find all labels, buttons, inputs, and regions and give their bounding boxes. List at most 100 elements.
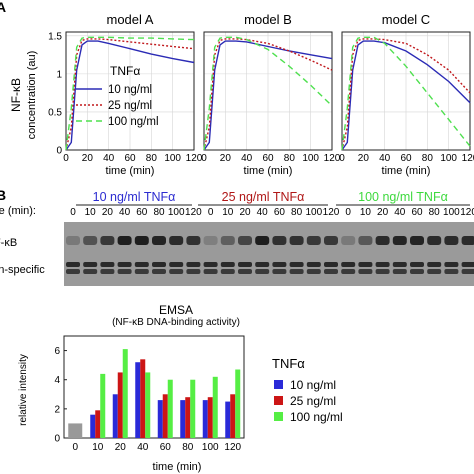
gel-lane-time: 100 (168, 207, 185, 218)
bar-y-axis-label: relative intensity (18, 354, 29, 426)
x-axis-label: time (min) (106, 165, 155, 177)
gel-band-nfkb (100, 236, 115, 245)
bar-legend-swatch (274, 396, 283, 405)
bar-25-ng-ml (230, 394, 236, 438)
series-line-100-ng-ml (65, 36, 195, 151)
bar-baseline (68, 423, 83, 438)
gel-band-nfkb (186, 236, 201, 245)
gel-band-nonspecific (83, 262, 98, 267)
gel-band-nonspecific (238, 262, 252, 267)
gel-band-nonspecific (134, 262, 149, 267)
x-tick-label: 40 (103, 153, 115, 164)
gel-band-nonspecific (358, 269, 373, 274)
gel-lane-time: 80 (429, 207, 441, 218)
y-tick-label: 0.5 (48, 107, 62, 118)
gel-band-nonspecific (169, 262, 184, 267)
bar-10-ng-ml (180, 400, 186, 438)
gel-band-nonspecific (306, 262, 321, 267)
gel-band-nfkb (83, 236, 98, 245)
bar-x-tick-label: 0 (72, 442, 78, 453)
gel-band-nonspecific (272, 262, 287, 267)
gel-panel: 10 ng/ml TNFα 25 ng/ml TNFα 100 ng/ml TNFα… (0, 190, 474, 286)
gel-lane-time: 80 (153, 207, 165, 218)
bar-x-tick-label: 20 (115, 442, 127, 453)
gel-band-nonspecific (117, 269, 132, 274)
gel-band-nonspecific (444, 262, 459, 267)
gel-band-nonspecific (100, 262, 115, 267)
bar-legend-label: 25 ng/ml (290, 394, 336, 408)
x-tick-label: 100 (164, 153, 181, 164)
bar-chart-subtitle: (NF-κB DNA-binding activity) (112, 317, 240, 328)
bar-chart-title: EMSA (159, 303, 193, 317)
bar-100-ng-ml (190, 379, 196, 438)
x-tick-label: 0 (339, 153, 345, 164)
gel-lane-time: 120 (185, 207, 202, 218)
gel-lane-time: 100 (305, 207, 322, 218)
x-tick-label: 100 (302, 153, 319, 164)
line-panel-frame (65, 31, 195, 151)
gel-band-nfkb (427, 236, 442, 245)
x-tick-label: 80 (146, 153, 158, 164)
gel-band-nfkb (289, 236, 304, 245)
gel-image (64, 222, 474, 286)
gel-band-nonspecific (203, 262, 218, 267)
bar-100-ng-ml (145, 372, 151, 438)
bar-chart-emsa: EMSA (NF-κB DNA-binding activity) relati… (18, 303, 343, 473)
gel-band-nonspecific (186, 269, 201, 274)
gel-band-nonspecific (324, 262, 338, 267)
bar-100-ng-ml (167, 379, 173, 438)
bar-x-tick-label: 10 (92, 442, 104, 453)
gel-lane-time: 10 (85, 207, 97, 218)
gel-band-nonspecific (203, 269, 218, 274)
bar-25-ng-ml (185, 397, 191, 438)
gel-band-nonspecific (324, 269, 338, 274)
bar-legend-swatch (274, 412, 283, 421)
gel-band-nfkb (375, 236, 390, 245)
bar-100-ng-ml (122, 349, 128, 438)
line-panel-frame (341, 31, 471, 151)
line-panel-title: model A (107, 12, 154, 27)
gel-band-nonspecific (410, 269, 424, 274)
gel-band-nfkb (324, 236, 338, 245)
gel-band-nfkb (117, 236, 132, 245)
x-tick-label: 20 (82, 153, 94, 164)
series-line-10-ng-ml (203, 40, 333, 151)
line-legend-title: TNFα (110, 64, 140, 78)
bar-10-ng-ml (157, 400, 163, 438)
gel-band-nonspecific (255, 269, 270, 274)
gel-band-nfkb (238, 236, 252, 245)
gel-condition-label: 25 ng/ml TNFα (222, 190, 305, 204)
gel-band-nonspecific (392, 262, 407, 267)
bar-100-ng-ml (212, 376, 218, 438)
line-panel-frame (203, 31, 333, 151)
x-tick-label: 60 (124, 153, 136, 164)
series-line-25-ng-ml (65, 38, 195, 151)
bar-x-tick-label: 80 (182, 442, 194, 453)
gel-band-nonspecific (461, 269, 474, 274)
gel-band-nonspecific (272, 269, 287, 274)
gel-lane-time: 40 (119, 207, 131, 218)
line-chart-models: NF-κB concentration (au) model A 0 20 40 60 8… (9, 12, 474, 177)
line-panel-title: model C (382, 12, 430, 27)
gel-band-nfkb (220, 236, 235, 245)
gel-band-nonspecific (461, 262, 474, 267)
gel-band-nfkb (461, 236, 474, 245)
x-tick-label: 120 (462, 153, 474, 164)
gel-band-nonspecific (358, 262, 373, 267)
gel-band-nonspecific (66, 262, 80, 267)
gel-band-nonspecific (117, 262, 132, 267)
gel-band-nonspecific (100, 269, 115, 274)
gel-row-label-nfkb: NF-κB (0, 237, 17, 249)
gel-condition-label: 10 ng/ml TNFα (93, 190, 176, 204)
bar-y-tick-label: 2 (54, 404, 60, 415)
gel-band-nonspecific (220, 262, 235, 267)
x-tick-label: 80 (422, 153, 434, 164)
gel-band-nonspecific (186, 262, 201, 267)
bar-chart-frame (63, 335, 245, 439)
gel-band-nonspecific (427, 269, 442, 274)
bar-25-ng-ml (95, 410, 101, 438)
gel-band-nfkb (272, 236, 287, 245)
bar-10-ng-ml (225, 401, 231, 438)
gel-band-nfkb (410, 236, 424, 245)
x-axis-label: time (min) (244, 165, 293, 177)
